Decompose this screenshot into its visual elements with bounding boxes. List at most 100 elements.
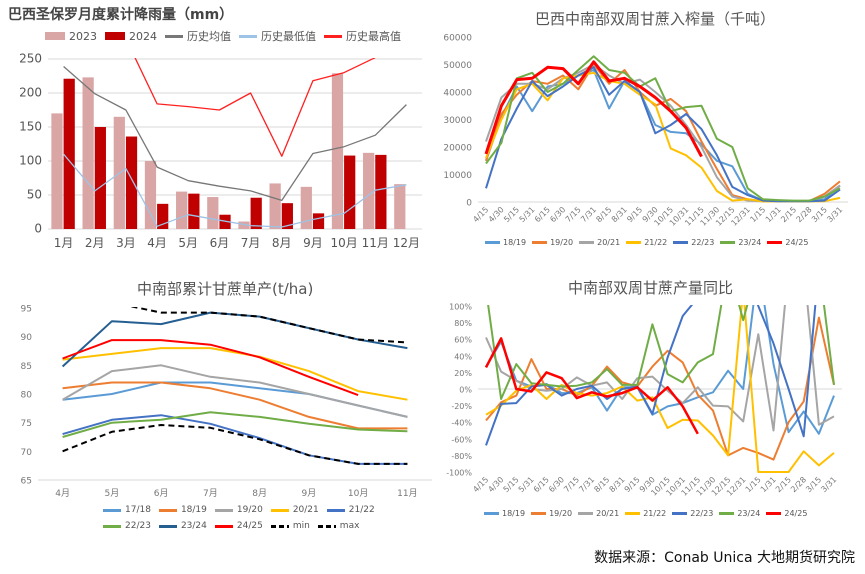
y-tick-label: 75 bbox=[21, 419, 32, 429]
chart3-plot: 65 70 75 80 85 90 95 4月 5月 6月 7月 8月 9月 10月 11月 bbox=[21, 305, 432, 499]
bar-2023 bbox=[394, 184, 406, 229]
legend-swatch bbox=[214, 508, 233, 512]
legend-swatch bbox=[579, 241, 595, 244]
x-tick-label: 5/15 bbox=[502, 475, 521, 494]
y-tick-label: 200 bbox=[19, 86, 42, 100]
y-tick-label: 65 bbox=[21, 477, 32, 487]
legend-swatch bbox=[531, 512, 547, 515]
x-tick-label: 12月 bbox=[393, 236, 420, 250]
bar-2024 bbox=[157, 203, 169, 229]
x-tick-label: 8/15 bbox=[594, 205, 613, 224]
x-tick-label: 5/31 bbox=[518, 205, 537, 224]
legend-label: 21/22 bbox=[348, 505, 375, 515]
legend-item: 20/21 bbox=[578, 509, 619, 518]
series-line-24/25 bbox=[62, 339, 359, 397]
y-tick-label: 250 bbox=[19, 52, 42, 66]
legend-label: 20/21 bbox=[596, 509, 620, 518]
legend-label: 19/20 bbox=[549, 509, 573, 518]
x-tick-label: 7/15 bbox=[562, 475, 581, 494]
legend-label: min bbox=[292, 521, 310, 531]
legend-item: 24/25 bbox=[767, 238, 808, 247]
legend-label: 17/18 bbox=[125, 505, 151, 515]
x-tick-label: 8月 bbox=[252, 488, 267, 499]
legend-swatch bbox=[720, 241, 736, 244]
legend-item: 22/23 bbox=[103, 521, 151, 531]
series-line-21/22 bbox=[62, 414, 408, 465]
x-tick-label: 7月 bbox=[241, 236, 261, 250]
y-tick-label: 40% bbox=[454, 352, 472, 361]
x-tick-label: 4月 bbox=[147, 236, 167, 250]
bar-2024 bbox=[63, 78, 75, 229]
legend-swatch bbox=[45, 32, 65, 40]
x-tick-label: 6/15 bbox=[533, 205, 552, 224]
bar-2024 bbox=[125, 136, 138, 229]
legend-label: 19/20 bbox=[550, 238, 574, 247]
legend-label: 18/19 bbox=[180, 505, 207, 515]
x-tick-label: 1/15 bbox=[748, 205, 767, 224]
x-tick-label: 11月 bbox=[362, 236, 389, 250]
legend-label: 24/25 bbox=[236, 521, 263, 531]
x-tick-label: 2/15 bbox=[779, 205, 798, 224]
legend-item: 24/25 bbox=[214, 521, 263, 531]
y-tick-label: 70 bbox=[21, 448, 33, 458]
legend-item: 20/21 bbox=[270, 505, 319, 515]
legend-item: min bbox=[270, 521, 310, 531]
legend-label: 22/23 bbox=[691, 238, 715, 247]
legend-swatch bbox=[324, 34, 342, 38]
x-tick-label: 8/15 bbox=[592, 475, 611, 494]
bar-2024 bbox=[281, 203, 293, 229]
bar-2023 bbox=[300, 186, 312, 229]
series-line-23/24 bbox=[485, 55, 841, 202]
chart1-legend: 2023 2024 历史均值 历史最低值 历史最高值 bbox=[45, 28, 409, 44]
x-tick-label: 2/28 bbox=[795, 205, 814, 224]
x-tick-label: 7/31 bbox=[579, 205, 598, 224]
y-tick-label: -40% bbox=[451, 419, 472, 428]
legend-item: 18/19 bbox=[485, 238, 526, 247]
x-tick-label: 5/31 bbox=[517, 475, 536, 494]
y-tick-label: 0% bbox=[459, 386, 472, 395]
y-tick-label: -20% bbox=[451, 402, 472, 411]
x-tick-label: 6/30 bbox=[548, 205, 567, 224]
x-tick-label: 1/31 bbox=[764, 205, 783, 224]
series-line-23/24 bbox=[487, 305, 835, 400]
legend-label: 23/24 bbox=[738, 238, 762, 247]
legend-item: 17/18 bbox=[103, 505, 151, 515]
legend-item: 22/23 bbox=[672, 509, 713, 518]
chart4-plot: -100% -80% -60% -40% -20% 0% 20% 40% 60% 80% 100% 4… bbox=[446, 303, 842, 498]
x-tick-label: 7月 bbox=[203, 488, 218, 499]
legend-item: 2024 bbox=[105, 30, 157, 43]
y-tick-label: 40000 bbox=[443, 89, 472, 99]
legend-item: 19/20 bbox=[214, 505, 263, 515]
legend-swatch bbox=[767, 241, 783, 244]
bar-2023 bbox=[51, 113, 63, 229]
legend-item: 22/23 bbox=[673, 238, 714, 247]
x-tick-label: 5月 bbox=[178, 236, 198, 250]
chart2-legend: 18/19 19/20 20/21 21/22 22/23 23/24 24/25 bbox=[485, 238, 814, 247]
y-tick-label: 95 bbox=[21, 305, 32, 315]
y-tick-label: 10000 bbox=[443, 171, 472, 181]
bar-2024 bbox=[188, 193, 200, 229]
legend-swatch bbox=[484, 512, 499, 515]
bar-2023 bbox=[363, 152, 375, 229]
bar-2024 bbox=[312, 213, 325, 229]
bar-2023 bbox=[207, 197, 219, 229]
y-tick-label: 20% bbox=[454, 369, 472, 378]
x-tick-label: 2/15 bbox=[774, 475, 793, 494]
y-tick-label: 0 bbox=[466, 199, 472, 209]
legend-label: 23/24 bbox=[180, 521, 207, 531]
legend-item: 24/25 bbox=[766, 509, 807, 518]
series-line-19/20 bbox=[485, 63, 841, 203]
bar-2023 bbox=[82, 77, 94, 229]
series-line-min bbox=[62, 424, 408, 465]
legend-item: 19/20 bbox=[532, 238, 573, 247]
chart4-legend: 18/19 19/20 20/21 21/22 22/23 23/24 24/25 bbox=[484, 509, 813, 518]
legend-swatch bbox=[532, 241, 548, 244]
legend-swatch bbox=[158, 524, 177, 528]
legend-item: 18/19 bbox=[158, 505, 207, 515]
legend-swatch bbox=[625, 512, 641, 515]
chart1-title: 巴西圣保罗月度累计降雨量（mm） bbox=[8, 7, 234, 23]
x-tick-label: 4月 bbox=[55, 488, 70, 499]
x-tick-label: 10月 bbox=[330, 236, 357, 250]
x-tick-label: 4/30 bbox=[486, 475, 505, 494]
series-line-19/20 bbox=[62, 364, 408, 418]
